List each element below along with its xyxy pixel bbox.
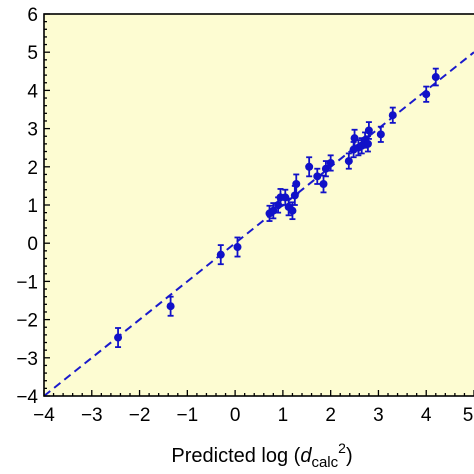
data-point xyxy=(233,236,242,258)
point-marker xyxy=(376,130,385,139)
data-point xyxy=(305,156,314,178)
y-tick-label: 2 xyxy=(27,158,38,179)
plot-background xyxy=(44,14,474,396)
data-point xyxy=(166,295,175,317)
x-axis-title-main: Predicted log ( xyxy=(171,445,300,467)
data-point xyxy=(364,121,373,140)
point-marker xyxy=(114,333,123,342)
plot-frame xyxy=(43,13,474,397)
x-axis-title-italic: d xyxy=(300,445,312,467)
data-point xyxy=(321,160,330,178)
y-tick-label: −4 xyxy=(16,387,38,408)
point-marker xyxy=(305,162,314,171)
x-tick-label: 0 xyxy=(230,405,241,426)
data-point xyxy=(388,106,397,124)
y-tick-label: 5 xyxy=(27,43,38,64)
x-tick-label: 5 xyxy=(463,405,474,426)
data-point xyxy=(313,167,322,185)
y-axis-ticks: −4 −3 −2 −1 0 1 2 3 4 5 6 xyxy=(16,5,50,408)
x-tick-label: 3 xyxy=(373,405,384,426)
y-tick-label: 4 xyxy=(27,81,38,102)
x-axis-title-sub: calc xyxy=(311,454,338,471)
data-point xyxy=(216,244,225,266)
data-points xyxy=(114,67,440,349)
point-marker xyxy=(422,90,431,99)
data-point xyxy=(422,85,431,103)
data-point xyxy=(326,154,335,172)
point-marker xyxy=(363,139,372,148)
point-marker xyxy=(166,302,175,311)
y-tick-label: 0 xyxy=(27,234,38,255)
x-tick-label: 4 xyxy=(421,405,432,426)
x-tick-label: −3 xyxy=(81,405,103,426)
point-marker xyxy=(233,243,242,252)
x-tick-label: −2 xyxy=(129,405,151,426)
data-point xyxy=(114,327,123,349)
point-marker xyxy=(364,126,373,135)
y-tick-label: 6 xyxy=(27,5,38,26)
point-marker xyxy=(344,157,353,166)
x-tick-label: −4 xyxy=(33,405,55,426)
x-axis-title-sup: 2 xyxy=(338,440,346,456)
point-marker xyxy=(319,179,328,188)
point-marker xyxy=(326,158,335,167)
point-marker xyxy=(388,111,397,120)
y-tick-label: −2 xyxy=(16,311,38,332)
point-marker xyxy=(431,73,440,82)
y-tick-label: 1 xyxy=(27,196,38,217)
point-marker xyxy=(313,172,322,181)
data-point xyxy=(344,152,353,170)
data-point xyxy=(431,67,440,87)
x-tick-label: 1 xyxy=(278,405,289,426)
x-axis-title-close: ) xyxy=(346,445,353,467)
x-axis-title: Predicted log (dcalc2) xyxy=(171,440,352,471)
x-tick-label: 2 xyxy=(325,405,336,426)
y-tick-label: 3 xyxy=(27,120,38,141)
y-tick-label: −1 xyxy=(16,272,38,293)
data-point xyxy=(292,173,301,195)
data-point xyxy=(363,135,372,153)
y-tick-label: −3 xyxy=(16,349,38,370)
x-tick-label: −1 xyxy=(176,405,198,426)
point-marker xyxy=(292,179,301,188)
point-marker xyxy=(216,250,225,259)
x-axis-ticks: −4 −3 −2 −1 0 1 2 3 4 5 xyxy=(33,390,474,426)
point-marker xyxy=(288,206,297,215)
data-point xyxy=(376,125,385,143)
